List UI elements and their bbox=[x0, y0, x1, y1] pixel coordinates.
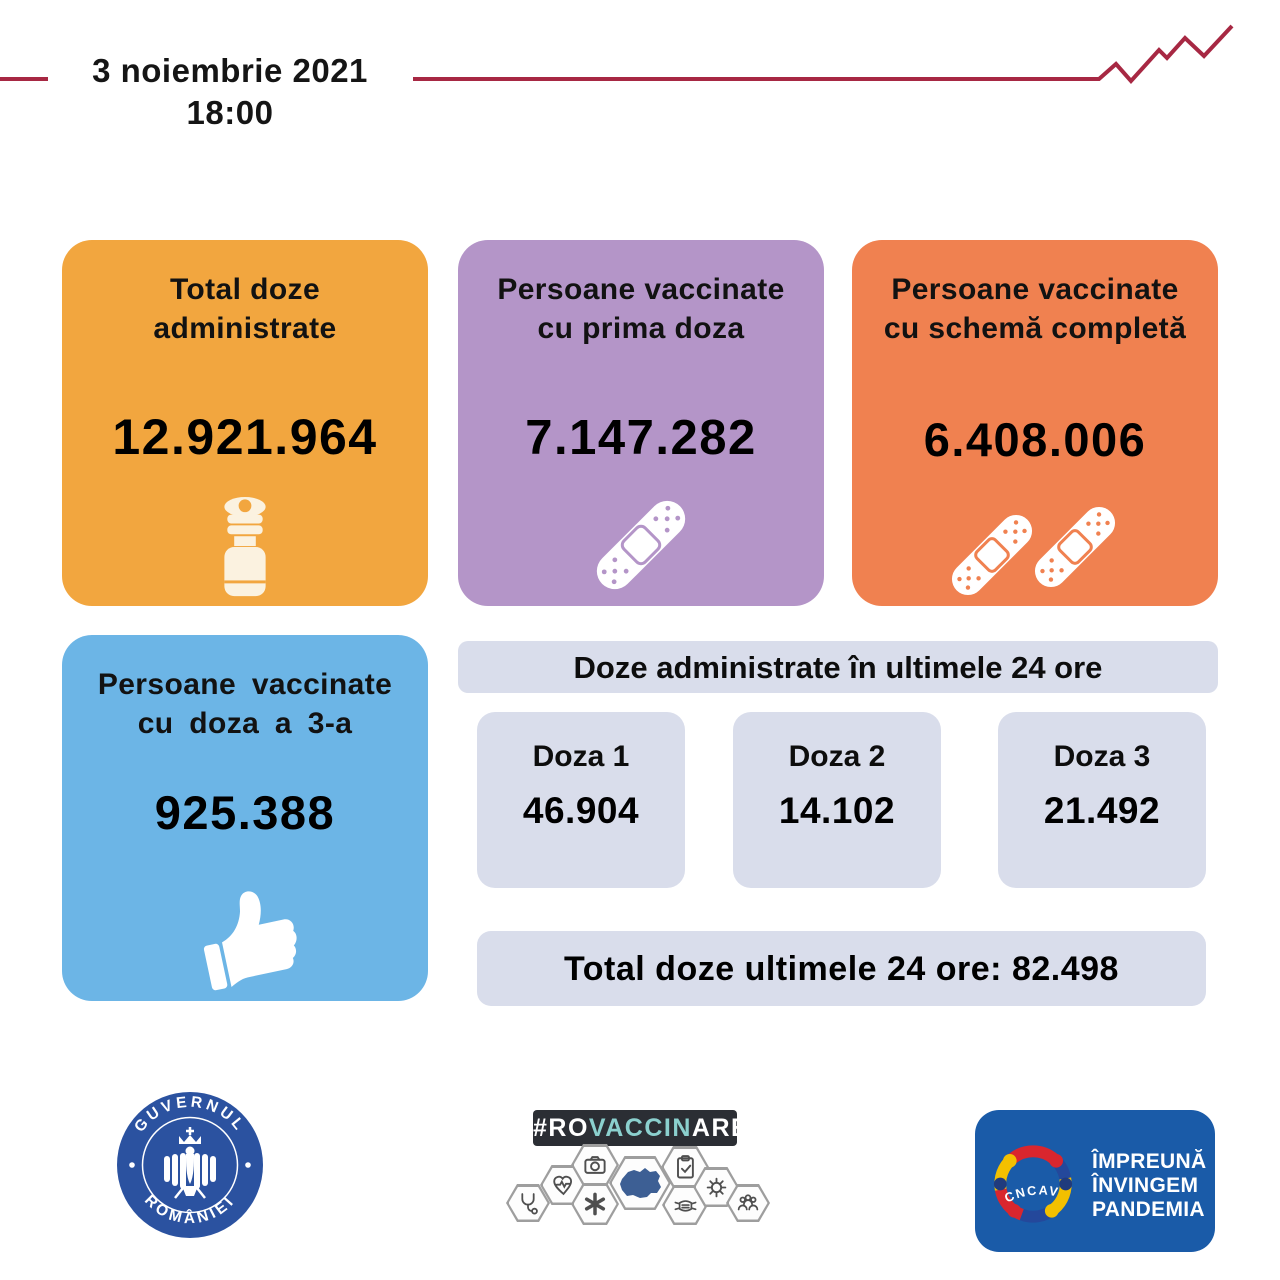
rovaccinare-logo: #ROVACCINARE bbox=[533, 1110, 748, 1146]
card-full-schedule: Persoane vaccinate cu schemă completă 6.… bbox=[852, 240, 1218, 606]
dose3-box: Doza 3 21.492 bbox=[998, 712, 1206, 888]
rovaccinare-suffix: ARE bbox=[691, 1114, 750, 1142]
face-mask-icon bbox=[662, 1185, 708, 1225]
dose1-value: 46.904 bbox=[522, 790, 640, 831]
trend-line bbox=[0, 24, 1234, 85]
report-date: 3 noiembrie 2021 bbox=[92, 52, 368, 89]
dose2-value: 14.102 bbox=[778, 790, 896, 831]
svg-text:CNCAV: CNCAV bbox=[1002, 1182, 1061, 1205]
card-first-dose-value: 7.147.282 bbox=[525, 411, 757, 465]
cncav-logo: CNCAV bbox=[993, 1145, 1073, 1223]
rovaccinare-prefix: #RO bbox=[533, 1114, 589, 1142]
rovaccinare-highlight: VACCIN bbox=[588, 1114, 692, 1142]
star-of-life-icon bbox=[571, 1183, 619, 1225]
card-first-dose: Persoane vaccinate cu prima doza 7.147.2… bbox=[458, 240, 824, 606]
card-full-schedule-title: Persoane vaccinate cu schemă completă bbox=[883, 273, 1187, 345]
card-total-value: 12.921.964 bbox=[112, 409, 378, 465]
card-third-dose: Persoane vaccinate cu doza a 3-a 925.388 bbox=[62, 635, 428, 1001]
people-icon bbox=[726, 1184, 770, 1222]
dose3-label: Doza 3 bbox=[1053, 740, 1151, 773]
slogan-line-1: ÎMPREUNĂ bbox=[1092, 1150, 1207, 1173]
bandage-icon bbox=[596, 500, 686, 590]
vaccine-vial-icon bbox=[224, 496, 266, 597]
double-bandage-icon bbox=[951, 506, 1116, 596]
thumbs-up-icon bbox=[203, 891, 297, 991]
card-full-schedule-value: 6.408.006 bbox=[923, 413, 1147, 466]
last24-total-label: Total doze ultimele 24 ore: bbox=[564, 950, 1002, 988]
camera-icon bbox=[571, 1144, 619, 1186]
slogan-line-3: PANDEMIA bbox=[1092, 1198, 1205, 1221]
cncav-logo-text: CNCAV bbox=[1002, 1182, 1059, 1205]
dose1-label: Doza 1 bbox=[532, 740, 630, 773]
card-total-doses: Total doze administrate 12.921.964 bbox=[62, 240, 428, 606]
last24-title: Doze administrate în ultimele 24 ore bbox=[573, 650, 1103, 685]
slogan-line-2: ÎNVINGEM bbox=[1092, 1174, 1199, 1197]
dose2-box: Doza 2 14.102 bbox=[733, 712, 941, 888]
dose3-value: 21.492 bbox=[1043, 790, 1161, 831]
dose1-box: Doza 1 46.904 bbox=[477, 712, 685, 888]
dose2-label: Doza 2 bbox=[788, 740, 886, 773]
last24-total-bar: Total doze ultimele 24 ore: 82.498 bbox=[477, 931, 1206, 1006]
report-datetime: 3 noiembrie 2021 18:00 bbox=[60, 50, 400, 134]
eagle-emblem bbox=[164, 1127, 216, 1199]
card-third-dose-value: 925.388 bbox=[154, 786, 336, 839]
card-total-title: Total doze administrate bbox=[153, 273, 337, 345]
government-seal: GUVERNUL ROMÂNIEI bbox=[117, 1092, 263, 1238]
last24-total-value: 82.498 bbox=[1011, 950, 1119, 988]
card-first-dose-title: Persoane vaccinate cu prima doza bbox=[497, 273, 785, 345]
report-time: 18:00 bbox=[186, 94, 274, 131]
stethoscope-icon bbox=[506, 1184, 550, 1222]
last24-header: Doze administrate în ultimele 24 ore bbox=[458, 641, 1218, 693]
cncav-slogan: ÎMPREUNĂ ÎNVINGEM PANDEMIA bbox=[1092, 1150, 1206, 1222]
card-third-dose-title: Persoane vaccinate cu doza a 3-a bbox=[97, 668, 393, 740]
cncav-badge: CNCAV ÎMPREUNĂ ÎNVINGEM PANDEMIA bbox=[975, 1110, 1215, 1252]
